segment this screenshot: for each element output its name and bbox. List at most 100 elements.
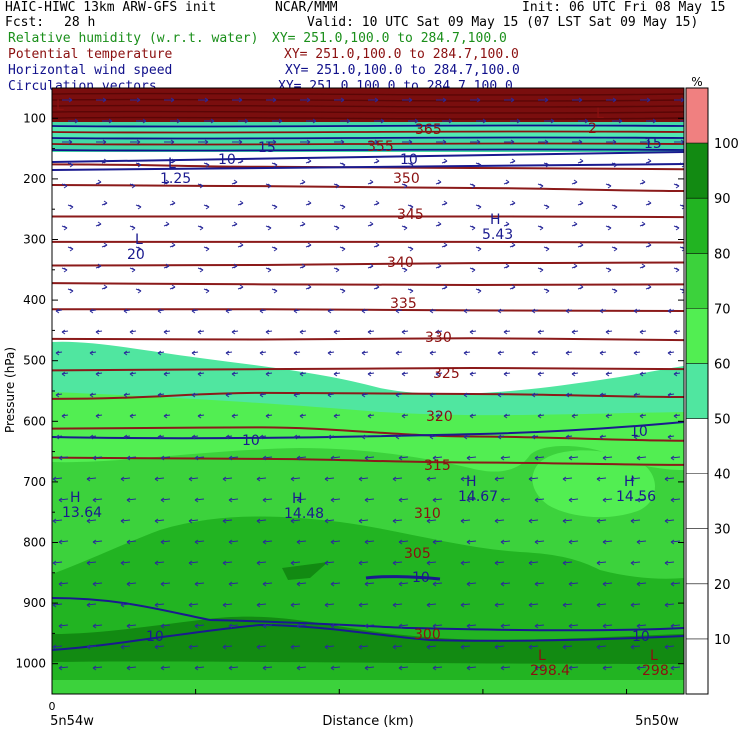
wind-vector-head <box>307 158 312 164</box>
wind-vector <box>494 645 505 648</box>
wind-vector <box>664 561 675 564</box>
wind-vector-head <box>500 623 505 629</box>
wind-vector-head <box>171 158 176 164</box>
extremum-marker: L <box>538 648 546 664</box>
wind-vector-head <box>272 97 277 103</box>
wind-vector-head <box>494 602 499 608</box>
wind-vector <box>466 498 477 501</box>
colorbar-frame <box>685 87 709 695</box>
wind-vector <box>52 603 63 606</box>
wind-vector <box>330 540 341 543</box>
wind-vector-head <box>636 455 641 461</box>
rh-band-90-patch <box>282 562 328 580</box>
wind-vector <box>160 540 171 543</box>
wind-vector-head <box>596 644 601 650</box>
y-tick-label: 1000 <box>15 657 46 671</box>
field-wind-xy: XY= 251.0,100.0 to 284.7,100.0 <box>285 63 520 78</box>
wind-vector <box>188 645 199 648</box>
wind-vector-head <box>335 183 340 189</box>
wind-vector <box>262 582 273 585</box>
wind-vector-head <box>301 263 306 269</box>
wind-vector <box>466 624 477 627</box>
wind-vector-head <box>61 413 66 419</box>
wind-vector-head <box>435 413 440 419</box>
wind-vector-head <box>92 581 97 587</box>
wind-vector-head <box>503 329 508 335</box>
wind-vector-head <box>273 246 278 252</box>
wind-vector-head <box>534 665 539 671</box>
wind-vector-head <box>126 581 131 587</box>
wind-vector-head <box>367 329 372 335</box>
wind-vector-head <box>565 350 570 356</box>
wind-vector <box>120 519 131 522</box>
wind-vector <box>330 456 341 459</box>
wind-vector <box>636 666 647 669</box>
wind-vector-head <box>256 518 261 524</box>
wind-vector-head <box>562 476 567 482</box>
wind-vector-head <box>460 476 465 482</box>
wind-vector-head <box>290 560 295 566</box>
wind-vector-head <box>160 455 165 461</box>
theta-contour-325 <box>52 282 684 286</box>
wind-vector-head <box>426 476 431 482</box>
wind-vector <box>154 645 165 648</box>
wind-vector-head <box>330 455 335 461</box>
wind-vector-head <box>129 371 134 377</box>
wind-vector-head <box>267 225 272 231</box>
wind-vector-head <box>165 221 170 227</box>
wind-vector <box>664 603 675 606</box>
wind-vector-head <box>265 371 270 377</box>
wind-vector-head <box>293 350 298 356</box>
wind-vector-head <box>500 539 505 545</box>
wind-vector-head <box>171 200 176 206</box>
wind-vector-head <box>562 560 567 566</box>
contour-dense <box>52 130 684 134</box>
wind-vector <box>528 603 539 606</box>
wind-vector-head <box>667 350 672 356</box>
wind-vector <box>426 519 437 522</box>
wind-vector-head <box>426 518 431 524</box>
colorbar-bin <box>686 363 708 419</box>
wind-vector-head <box>97 221 102 227</box>
wind-vector-head <box>395 434 400 440</box>
wind-vector <box>86 645 97 648</box>
wind-vector-head <box>256 644 261 650</box>
wind-vector-head <box>170 97 175 103</box>
wind-vector <box>296 582 307 585</box>
wind-vector-head <box>103 158 108 164</box>
wind-vector-head <box>471 225 476 231</box>
wind-vector-head <box>531 350 536 356</box>
wind-vector <box>256 477 267 480</box>
wind-vector-head <box>477 162 482 168</box>
y-tick-label: 400 <box>23 293 46 307</box>
wind-vector-head <box>612 97 617 103</box>
wind-vector <box>432 666 443 669</box>
wind-vector-head <box>86 644 91 650</box>
wind-vector-head <box>460 518 465 524</box>
colorbar-tick-label: 10 <box>714 633 731 648</box>
wind-vector-head <box>545 162 550 168</box>
wind-vector-head <box>163 371 168 377</box>
wind-vector-head <box>102 139 107 145</box>
wind-vector-head <box>228 623 233 629</box>
wind-vector-head <box>463 392 468 398</box>
wind-vector <box>670 540 681 543</box>
theta-contour-345 <box>52 183 684 193</box>
wind-label: 10 <box>400 152 418 168</box>
wind-vector-head <box>511 158 516 164</box>
wind-label: 10 <box>242 433 260 449</box>
theta-label: 345 <box>397 207 424 223</box>
wind-vector-head <box>670 455 675 461</box>
wind-vector-head <box>534 623 539 629</box>
wind-vector-head <box>296 623 301 629</box>
wind-vector-head <box>409 162 414 168</box>
fcst-label: Fcst: <box>5 15 45 30</box>
wind-vector <box>330 498 341 501</box>
wind-vector-head <box>664 518 669 524</box>
wind-vector <box>568 456 579 459</box>
wind-vector-head <box>299 329 304 335</box>
wind-vector <box>358 603 369 606</box>
theta-label: 330 <box>425 330 452 346</box>
y-tick-label: 100 <box>23 111 46 125</box>
wind-vector-head <box>667 308 672 314</box>
